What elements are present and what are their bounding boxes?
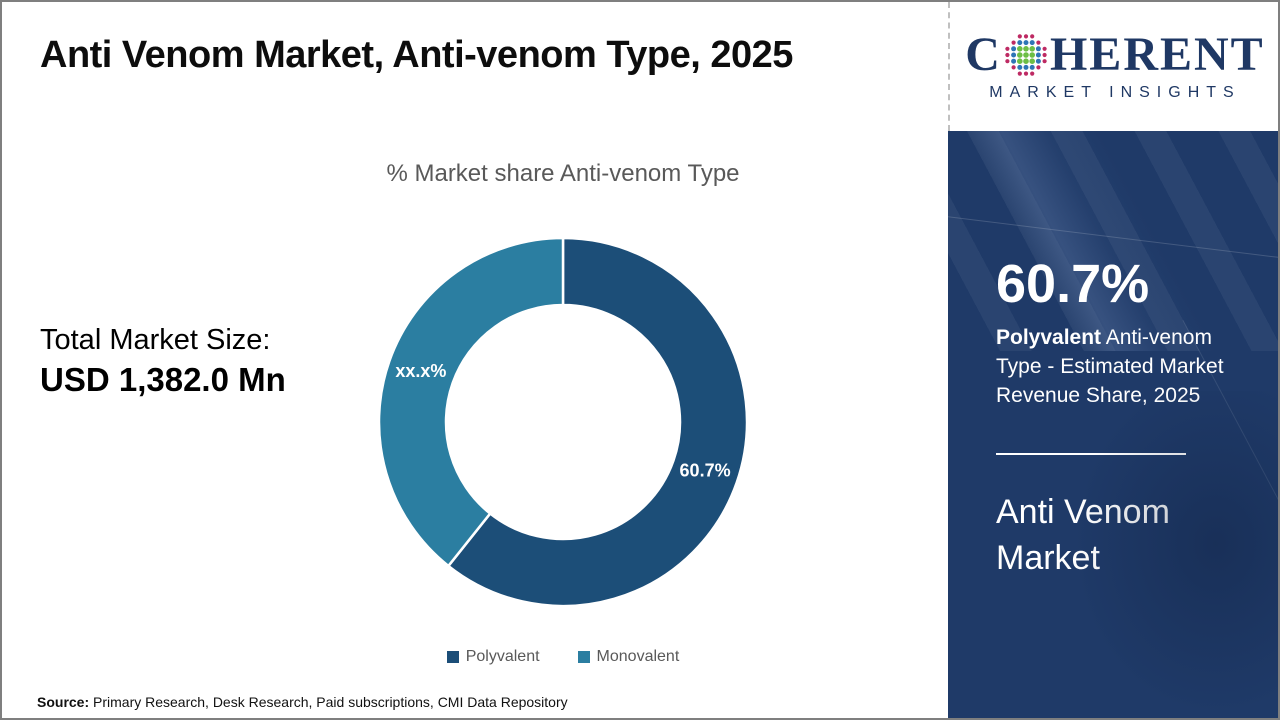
legend-label: Polyvalent [465, 648, 540, 665]
legend-item-polyvalent: Polyvalent [446, 648, 540, 666]
logo-text-suffix: HERENT [1049, 28, 1265, 81]
dot-globe-icon [1005, 34, 1047, 76]
logo-text-prefix: C [965, 28, 1002, 81]
source-text: Primary Research, Desk Research, Paid su… [89, 694, 568, 710]
source-note: Source: Primary Research, Desk Research,… [37, 694, 568, 710]
chart-legend: Polyvalent Monovalent [371, 648, 755, 666]
legend-swatch-icon [446, 651, 459, 663]
sidebar-divider [996, 453, 1186, 455]
total-market-size: Total Market Size: USD 1,382.0 Mn [40, 324, 286, 399]
sidebar-market-name: Anti Venom Market [996, 493, 1170, 577]
sidebar-stat-segment: Polyvalent [996, 326, 1102, 349]
sidebar: 60.7% Polyvalent Anti-venom Type - Estim… [948, 131, 1278, 718]
page-title: Anti Venom Market, Anti-venom Type, 2025 [40, 34, 793, 76]
pie-slice-polyvalent [446, 236, 749, 608]
pie-slice-label-monovalent: xx.x% [395, 361, 446, 381]
sidebar-stat-description: Polyvalent Anti-venom Type - Estimated M… [996, 323, 1238, 410]
coherent-logo: C HERENT [965, 31, 1264, 79]
logo-subtitle: MARKET INSIGHTS [989, 84, 1241, 101]
sidebar-stat-rest: Anti-venom Type - Estimated Market Reven… [996, 326, 1224, 407]
pie-slice-label-polyvalent: 60.7% [680, 460, 731, 480]
legend-item-monovalent: Monovalent [577, 648, 680, 666]
total-market-size-value: USD 1,382.0 Mn [40, 361, 286, 398]
sidebar-stat-value: 60.7% [996, 254, 1150, 314]
total-market-size-label: Total Market Size: [40, 324, 271, 356]
logo-area: C HERENT MARKET INSIGHTS [948, 2, 1278, 131]
donut-chart: 60.7% xx.x% [377, 236, 749, 608]
legend-swatch-icon [577, 651, 590, 663]
source-label: Source: [37, 694, 90, 710]
pie-slice-monovalent [377, 236, 565, 568]
chart-title: % Market share Anti-venom Type [386, 160, 740, 187]
legend-label: Monovalent [596, 648, 680, 665]
